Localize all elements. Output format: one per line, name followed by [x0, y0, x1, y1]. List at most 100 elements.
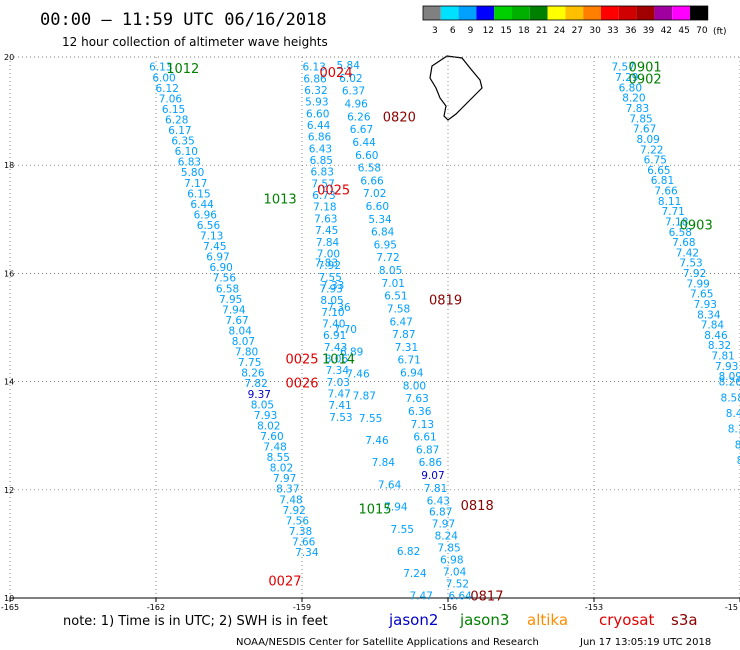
wave-height-point: 7.64 — [378, 479, 402, 491]
colorbar-tick-label: 42 — [661, 26, 672, 36]
y-tick-label: 12 — [4, 486, 14, 495]
pass-label: 0818 — [461, 499, 494, 514]
wave-height-point: 7.87 — [392, 329, 415, 341]
wave-height-point: 8.06 — [325, 353, 349, 365]
observations: 6.136.006.127.066.156.286.176.356.106.83… — [149, 60, 740, 602]
wave-height-point: 5.84 — [337, 60, 361, 72]
wave-height-point: 7.84 — [701, 320, 725, 332]
wave-height-point: 6.43 — [309, 143, 332, 155]
wave-height-point: 7.66 — [654, 186, 678, 198]
pass-label: 1014 — [322, 352, 355, 367]
wave-height-point: 6.35 — [171, 136, 194, 148]
wave-height-point: 7.53 — [329, 412, 352, 424]
wave-height-point: 6.64 — [448, 590, 472, 602]
wave-height-point: 7.92 — [282, 505, 305, 517]
wave-height-point: 7.55 — [319, 272, 342, 284]
colorbar-swatch — [494, 6, 512, 20]
wave-height-point: 7.81 — [424, 483, 447, 495]
wave-height-point: 6.36 — [408, 406, 432, 418]
wave-height-point: 7.99 — [686, 278, 709, 290]
wave-height-point: 8.58 — [721, 392, 740, 404]
pass-label: 0817 — [470, 589, 503, 604]
wave-height-point: 7.13 — [200, 231, 223, 243]
chart-subtitle: 12 hour collection of altimeter wave hei… — [62, 35, 328, 49]
wave-height-point: 7.13 — [411, 419, 434, 431]
wave-height-point: 6.94 — [400, 368, 424, 380]
wave-height-point: 8.00 — [403, 380, 426, 392]
colorbar-tick-label: 15 — [500, 26, 511, 36]
wave-height-point: 7.02 — [363, 188, 386, 200]
colorbar-swatch — [512, 6, 530, 20]
wave-height-point: 5.34 — [368, 214, 392, 226]
wave-height-point: 6.82 — [397, 546, 420, 558]
legend-entry-s3a: s3a — [671, 611, 698, 629]
wave-height-point: 7.22 — [640, 144, 663, 156]
wave-height-point: 8.05 — [320, 295, 343, 307]
wave-height-point: 5.80 — [181, 167, 204, 179]
pass-label: 0024 — [320, 66, 353, 81]
wave-height-point: 7.10 — [321, 307, 344, 319]
wave-height-point: 7.67 — [225, 315, 248, 327]
colorbar-tick-label: 18 — [518, 26, 530, 36]
legend-entry-altika: altika — [527, 611, 568, 629]
wave-height-point: 7.92 — [683, 268, 706, 280]
colorbar-tick-label: 3 — [432, 26, 438, 36]
wave-height-point: 7.84 — [316, 237, 340, 249]
colorbar-tick-label: 33 — [607, 26, 618, 36]
wave-height-point: 9.07 — [421, 470, 444, 482]
colorbar-swatch — [672, 6, 690, 20]
colorbar-swatch — [476, 6, 495, 20]
wave-height-point: 6.44 — [352, 137, 376, 149]
pass-label: 0819 — [429, 293, 462, 308]
wave-height-point: 8.04 — [229, 325, 253, 337]
wave-height-point: 7.46 — [365, 435, 389, 447]
pass-label: 1015 — [358, 503, 391, 518]
wave-height-point: 7.60 — [260, 431, 283, 443]
wave-height-point: 7.06 — [159, 93, 183, 105]
wave-height-point: 8.34 — [697, 309, 721, 321]
wave-height-point: 6.28 — [165, 114, 188, 126]
wave-height-point: 6.13 — [149, 62, 172, 74]
wave-height-point: 6.26 — [347, 111, 371, 123]
wave-height-point: 6.85 — [310, 155, 333, 167]
wave-height-point: 8.24 — [435, 530, 459, 542]
wave-height-point: 7.34 — [295, 547, 319, 559]
y-tick-label: 18 — [4, 161, 14, 170]
wave-height-point: 6.15 — [162, 104, 185, 116]
wave-height-point: 7.63 — [405, 393, 428, 405]
wave-height-point: 6.56 — [197, 220, 221, 232]
mission-legend: jason2 jason3 altika cryosat s3a — [388, 611, 698, 629]
colorbar-tick-label: 12 — [483, 26, 494, 36]
wave-height-point: 7.38 — [289, 526, 312, 538]
wave-height-point: 7.94 — [384, 502, 408, 514]
wave-height-point: 6.37 — [342, 86, 365, 98]
wave-height-point: 7.67 — [633, 124, 656, 136]
wave-height-point: 6.15 — [187, 188, 210, 200]
wave-height-point: 6.80 — [619, 82, 642, 94]
footer-note: note: 1) Time is in UTC; 2) SWH is in fe… — [63, 614, 328, 629]
wave-height-point: 7.81 — [711, 351, 734, 363]
colorbar-legend: 3 6 9 12 15 18 21 24 27 30 33 36 39 42 45 70 — [422, 5, 709, 36]
wave-height-point: 6.90 — [209, 262, 232, 274]
wave-height-point: 7.41 — [328, 400, 351, 412]
wave-height-point: 7.42 — [676, 247, 699, 259]
x-tick-label: -15 — [725, 603, 738, 612]
wave-height-point: 8.05 — [251, 399, 274, 411]
wave-height-point: 8.20 — [622, 93, 645, 105]
wave-height-point: 7.03 — [327, 377, 350, 389]
wave-height-point: 7.55 — [359, 413, 382, 425]
pass-label: 1012 — [166, 62, 199, 77]
wave-height-point: 4.96 — [344, 99, 368, 111]
wave-height-point: 6.47 — [389, 316, 412, 328]
wave-height-point: 7.93 — [254, 410, 277, 422]
wave-height-point: 7.97 — [432, 518, 455, 530]
wave-height-point: 6.02 — [339, 73, 362, 85]
wave-height-point: 6.87 — [429, 506, 452, 518]
colorbar-tick-label: 9 — [468, 26, 474, 36]
wave-height-point: 7.55 — [391, 524, 414, 536]
wave-height-point: 7.48 — [263, 442, 286, 454]
colorbar-tick-label: 30 — [589, 26, 601, 36]
wave-height-point: 7.84 — [372, 457, 396, 469]
colorbar-swatch — [618, 6, 637, 20]
